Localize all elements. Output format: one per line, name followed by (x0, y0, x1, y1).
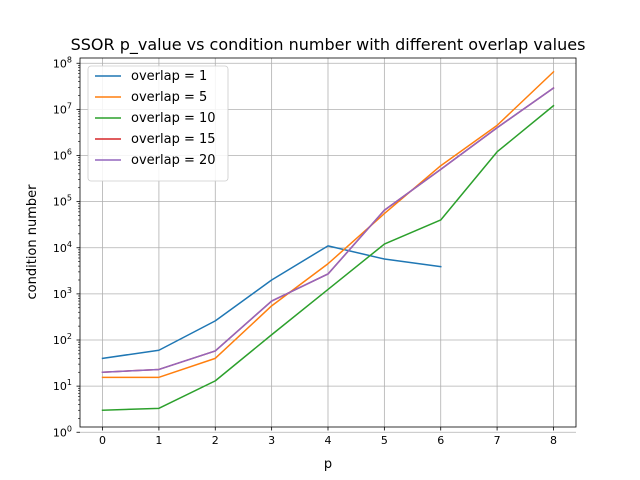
chart-title: SSOR p_value vs condition number with di… (71, 35, 586, 55)
x-tick-label: 7 (494, 434, 501, 447)
y-tick-label: 100 (53, 424, 72, 439)
y-tick-label: 106 (53, 148, 72, 163)
x-tick-label: 8 (550, 434, 557, 447)
legend-label: overlap = 5 (131, 90, 207, 105)
series-layer (101, 70, 555, 412)
y-tick-label: 108 (53, 55, 72, 70)
y-tick-label: 101 (53, 378, 72, 393)
legend: overlap = 1 overlap = 5 overlap = 10 overla… (87, 65, 229, 182)
legend-label: overlap = 10 (131, 111, 216, 126)
y-tick-label: 102 (53, 332, 72, 347)
x-tick-label: 1 (155, 434, 162, 447)
y-axis-label: condition number (25, 184, 40, 300)
legend-box (87, 65, 229, 182)
legend-label: overlap = 20 (131, 153, 216, 168)
series-line-overlap-4 (101, 87, 555, 374)
legend-label: overlap = 1 (131, 69, 207, 84)
tick-layer: 0 1 2 3 4 5 6 7 8 100 101 102 103 104 105 106 107 108 (53, 55, 557, 447)
y-tick-label: 103 (53, 286, 72, 301)
x-tick-label: 4 (325, 434, 332, 447)
y-tick-label: 104 (53, 240, 72, 255)
series-line-overlap-0 (101, 245, 442, 360)
series-line-overlap-1 (101, 70, 555, 379)
y-tick-label: 105 (53, 194, 72, 209)
y-tick-label: 107 (53, 101, 72, 116)
x-tick-label: 2 (212, 434, 219, 447)
legend-label: overlap = 15 (131, 132, 216, 147)
x-tick-label: 0 (99, 434, 106, 447)
x-tick-label: 3 (268, 434, 275, 447)
x-axis-label: p (324, 457, 332, 472)
series-line-overlap-2 (101, 104, 555, 412)
x-tick-label: 5 (381, 434, 388, 447)
x-tick-label: 6 (437, 434, 444, 447)
